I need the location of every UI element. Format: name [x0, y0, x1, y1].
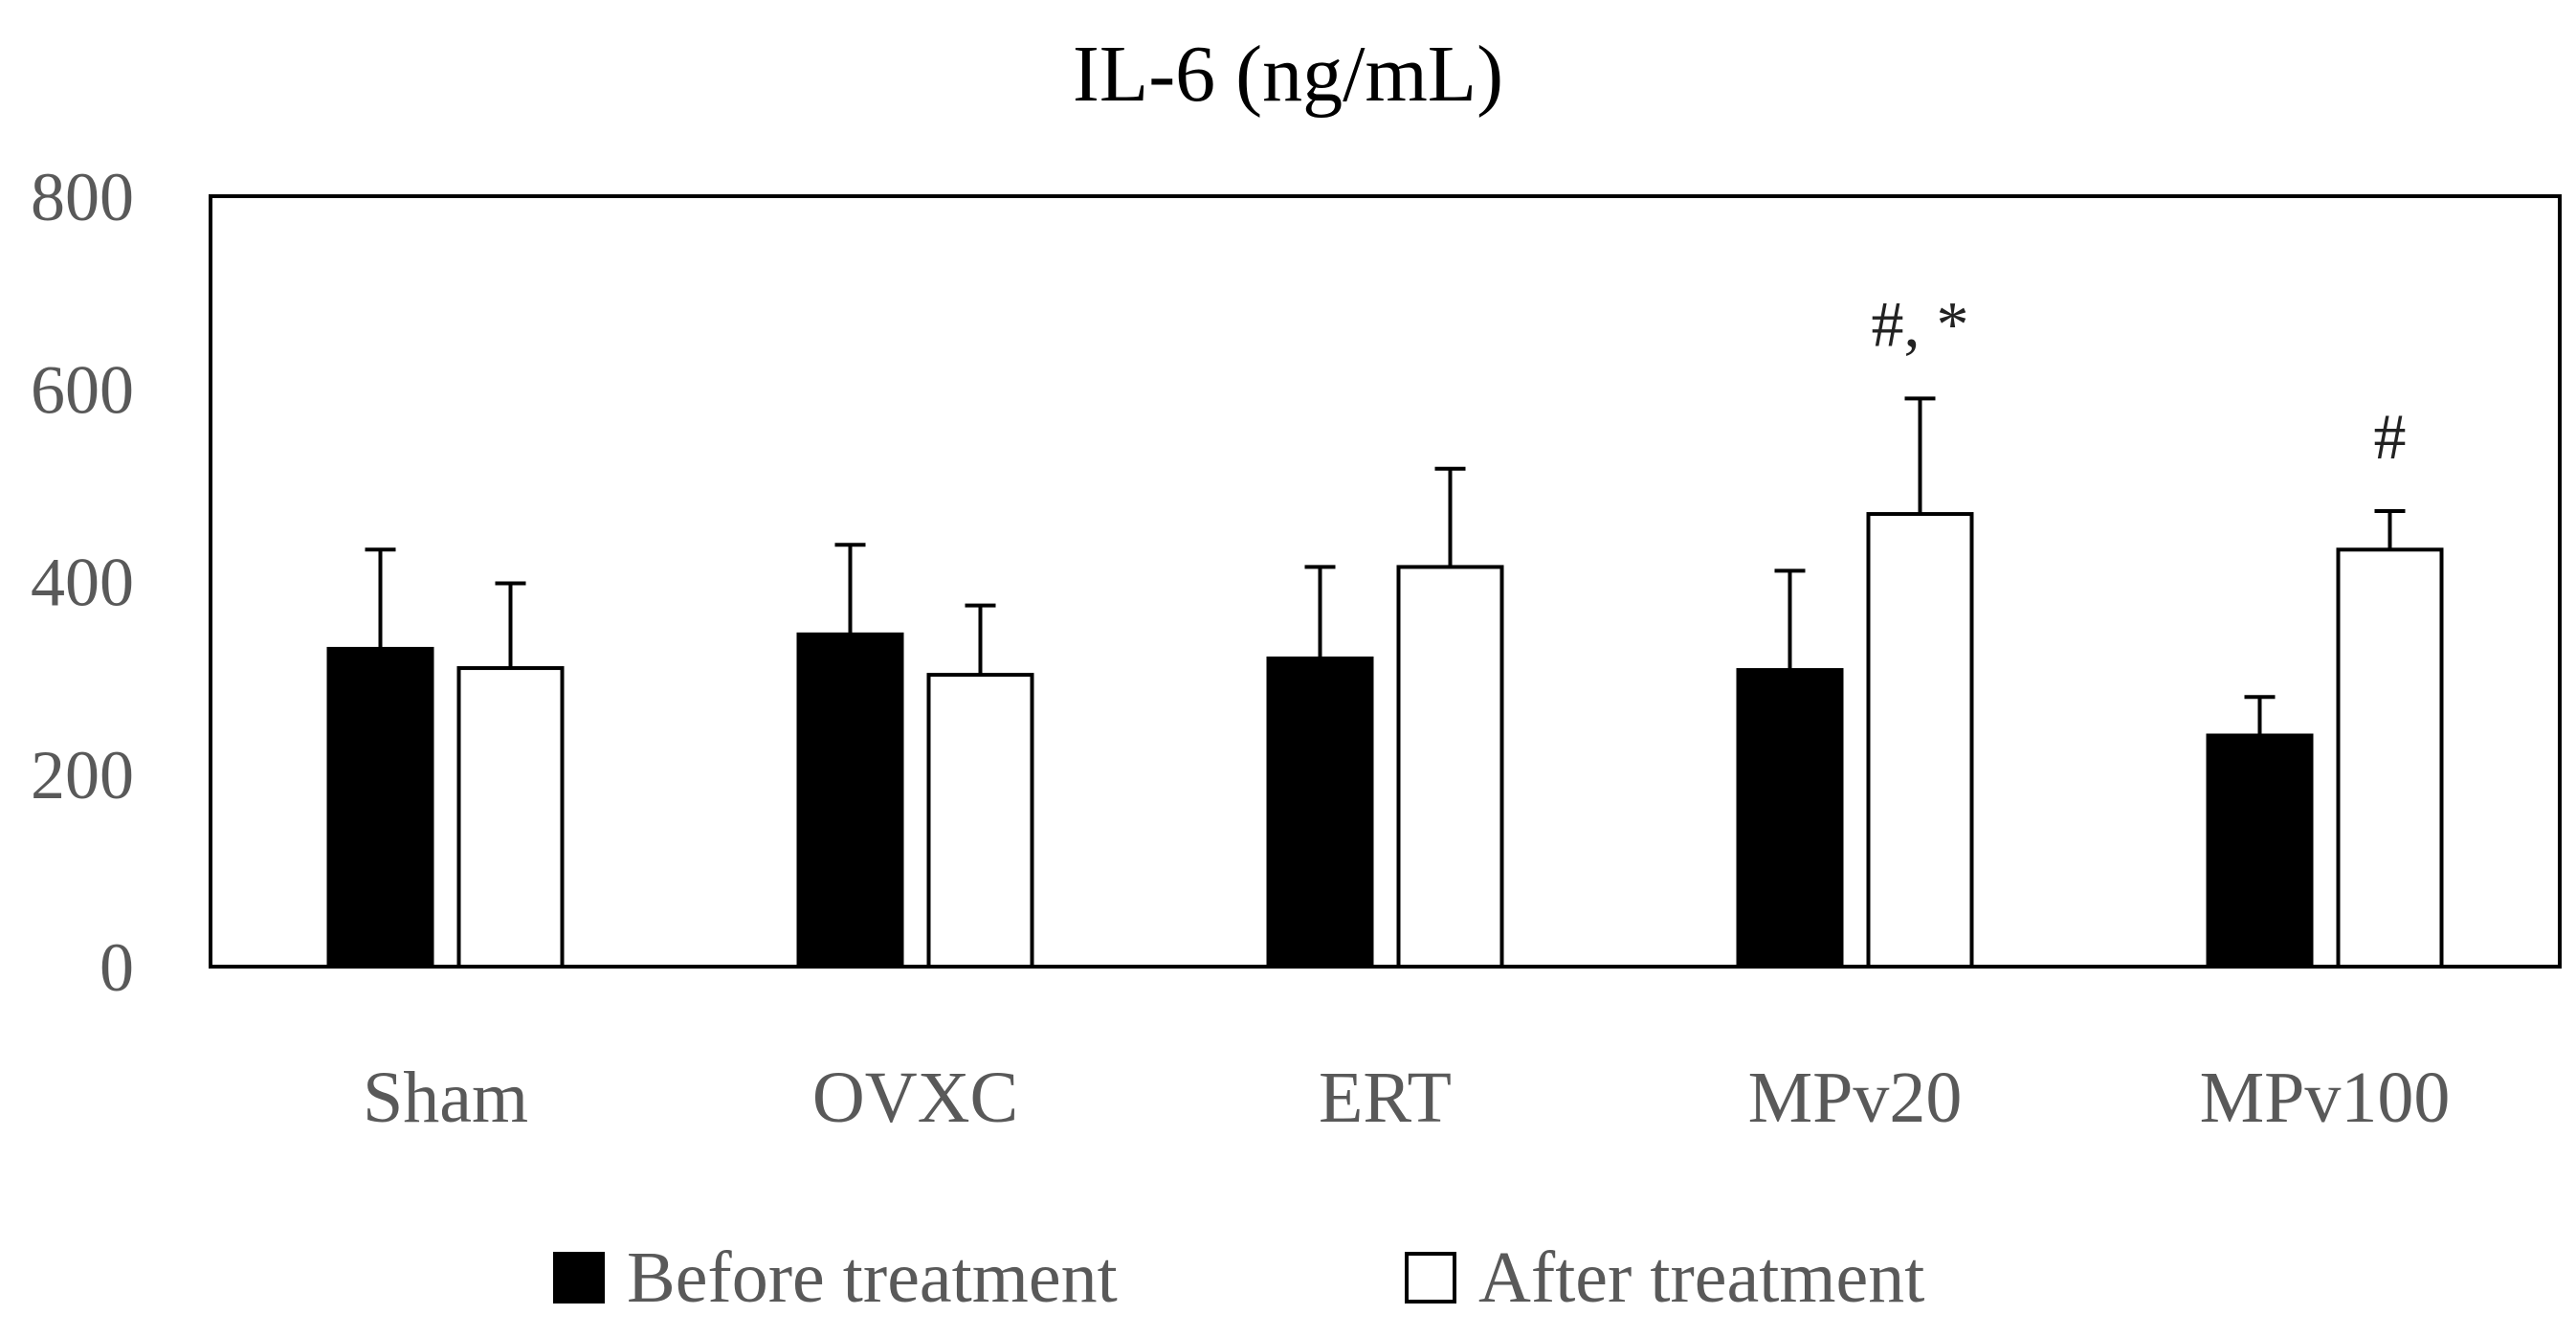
x-tick-label: MPv100	[2200, 1058, 2451, 1138]
y-tick-label: 800	[31, 159, 134, 235]
bar-after-mpv100	[2336, 547, 2444, 969]
chart-title: IL-6 (ng/mL)	[1073, 30, 1503, 119]
legend: Before treatment After treatment	[553, 1237, 1924, 1318]
x-axis-ticks: Sham OVXC ERT MPv20 MPv100	[363, 1058, 2450, 1138]
bar-after-sham	[456, 666, 565, 969]
y-axis-ticks: 0 200 400 600 800	[31, 159, 134, 1006]
bar-after-ovxc	[926, 673, 1034, 969]
bar-before-ovxc	[796, 632, 904, 969]
y-tick-label: 600	[31, 351, 134, 428]
bar-before-mpv20	[1736, 668, 1844, 969]
bar-after-mpv20	[1866, 512, 1974, 969]
legend-label-before: Before treatment	[627, 1237, 1118, 1318]
y-tick-label: 200	[31, 737, 134, 813]
y-tick-label: 0	[100, 929, 134, 1006]
annotations: #, * #	[1872, 287, 2407, 473]
plot-frame	[209, 194, 2562, 969]
x-tick-label: ERT	[1319, 1058, 1452, 1138]
significance-annotation: #	[2374, 400, 2407, 473]
bar-after-ert	[1396, 565, 1504, 969]
legend-label-after: After treatment	[1478, 1237, 1924, 1318]
legend-swatch-after	[1405, 1252, 1456, 1304]
x-tick-label: OVXC	[812, 1058, 1018, 1138]
x-tick-label: MPv20	[1748, 1058, 1963, 1138]
x-tick-label: Sham	[363, 1058, 528, 1138]
bar-before-sham	[326, 646, 434, 969]
significance-annotation: #, *	[1872, 287, 1969, 360]
legend-swatch-before	[553, 1252, 605, 1304]
bars	[326, 512, 2444, 969]
bar-before-mpv100	[2206, 733, 2314, 969]
y-tick-label: 400	[31, 545, 134, 621]
bar-before-ert	[1266, 657, 1374, 969]
error-bars	[365, 396, 2406, 736]
